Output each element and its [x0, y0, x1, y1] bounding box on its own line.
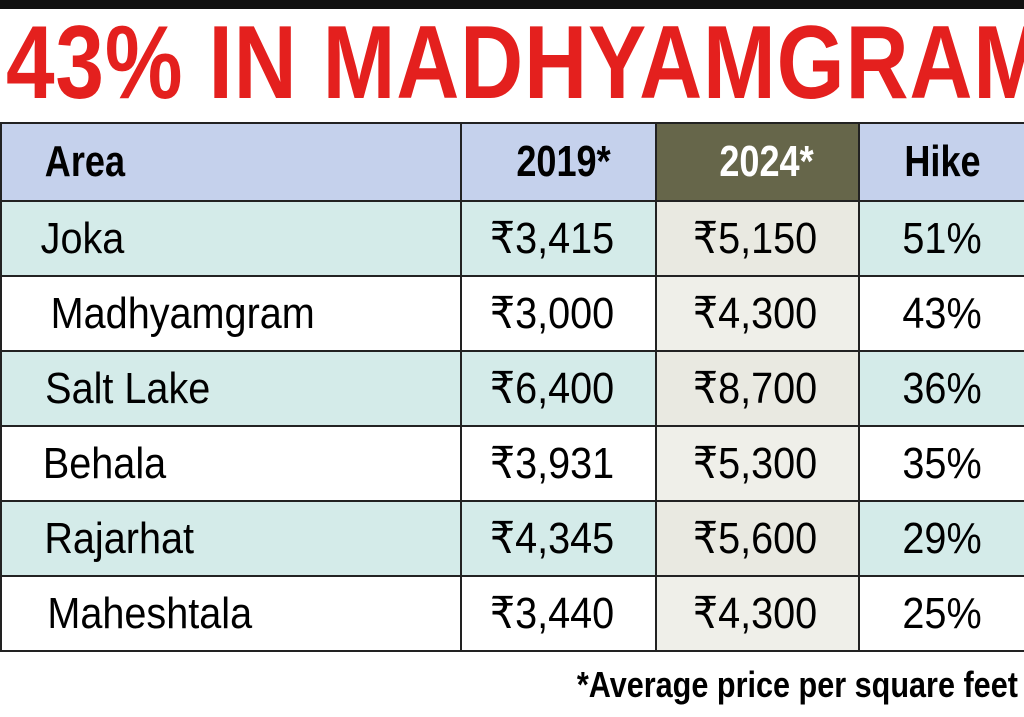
column-header-price-2019: 2019*	[460, 122, 657, 202]
table-row: Salt Lake ₹6,400 ₹8,700 36%	[0, 350, 1024, 427]
cell-price-2019: ₹3,931	[460, 425, 657, 502]
column-header-price-2024: 2024*	[655, 122, 860, 202]
cell-hike: 43%	[858, 275, 1024, 352]
cell-hike: 29%	[858, 500, 1024, 577]
cell-value: Maheshtala	[47, 588, 253, 638]
cell-price-2019: ₹6,400	[460, 350, 657, 427]
cell-hike: 35%	[858, 425, 1024, 502]
cell-value: ₹5,150	[692, 214, 818, 263]
cell-value: ₹3,415	[489, 214, 615, 263]
cell-area: Behala	[0, 425, 462, 502]
column-header-hike: Hike	[858, 122, 1024, 202]
cell-value: 35%	[902, 438, 982, 488]
table-row: Joka ₹3,415 ₹5,150 51%	[0, 200, 1024, 277]
cell-area: Maheshtala	[0, 575, 462, 652]
header-row: Area 2019* 2024* Hike	[0, 122, 1024, 202]
cell-hike: 25%	[858, 575, 1024, 652]
cell-value: ₹5,300	[692, 439, 818, 488]
cell-value: Joka	[40, 213, 125, 263]
price-table: Area 2019* 2024* Hike Joka ₹3,415 ₹5,150 51% Ma…	[0, 122, 1024, 652]
cell-price-2019: ₹3,000	[460, 275, 657, 352]
cell-value: 36%	[902, 363, 982, 413]
cell-area: Rajarhat	[0, 500, 462, 577]
column-header-label: Area	[44, 137, 126, 186]
cell-area: Joka	[0, 200, 462, 277]
cell-value: 43%	[902, 288, 982, 338]
cell-price-2024: ₹4,300	[655, 575, 860, 652]
cell-price-2024: ₹4,300	[655, 275, 860, 352]
cell-area: Madhyamgram	[0, 275, 462, 352]
table-row: Maheshtala ₹3,440 ₹4,300 25%	[0, 575, 1024, 652]
cell-value: 51%	[902, 213, 982, 263]
column-header-label: 2024*	[719, 137, 814, 186]
table-row: Behala ₹3,931 ₹5,300 35%	[0, 425, 1024, 502]
cell-value: ₹5,600	[692, 514, 818, 563]
column-header-label: 2019*	[516, 137, 611, 186]
cell-price-2024: ₹5,150	[655, 200, 860, 277]
column-header-label: Hike	[903, 137, 981, 186]
table-row: Rajarhat ₹4,345 ₹5,600 29%	[0, 500, 1024, 577]
cell-value: ₹4,300	[692, 289, 818, 338]
cell-value: ₹3,931	[489, 439, 615, 488]
cell-area: Salt Lake	[0, 350, 462, 427]
cell-value: 29%	[902, 513, 982, 563]
cell-value: ₹3,440	[489, 589, 615, 638]
top-rule	[0, 0, 1024, 9]
cell-value: ₹8,700	[692, 364, 818, 413]
headline: 43% IN MADHYAMGRAM	[6, 5, 1024, 121]
column-header-area: Area	[0, 122, 462, 202]
cell-value: Madhyamgram	[50, 288, 315, 338]
cell-value: Salt Lake	[45, 363, 211, 413]
cell-hike: 36%	[858, 350, 1024, 427]
cell-price-2024: ₹5,600	[655, 500, 860, 577]
cell-price-2024: ₹8,700	[655, 350, 860, 427]
cell-price-2019: ₹3,415	[460, 200, 657, 277]
cell-price-2024: ₹5,300	[655, 425, 860, 502]
cell-value: ₹4,345	[489, 514, 615, 563]
cell-value: ₹4,300	[692, 589, 818, 638]
cell-value: ₹3,000	[489, 289, 615, 338]
table-row: Madhyamgram ₹3,000 ₹4,300 43%	[0, 275, 1024, 352]
cell-price-2019: ₹4,345	[460, 500, 657, 577]
cell-value: ₹6,400	[489, 364, 615, 413]
footnote: *Average price per square feet	[576, 664, 1018, 705]
cell-value: 25%	[902, 588, 982, 638]
cell-value: Rajarhat	[44, 513, 194, 563]
cell-price-2019: ₹3,440	[460, 575, 657, 652]
cell-hike: 51%	[858, 200, 1024, 277]
cell-value: Behala	[42, 438, 167, 488]
